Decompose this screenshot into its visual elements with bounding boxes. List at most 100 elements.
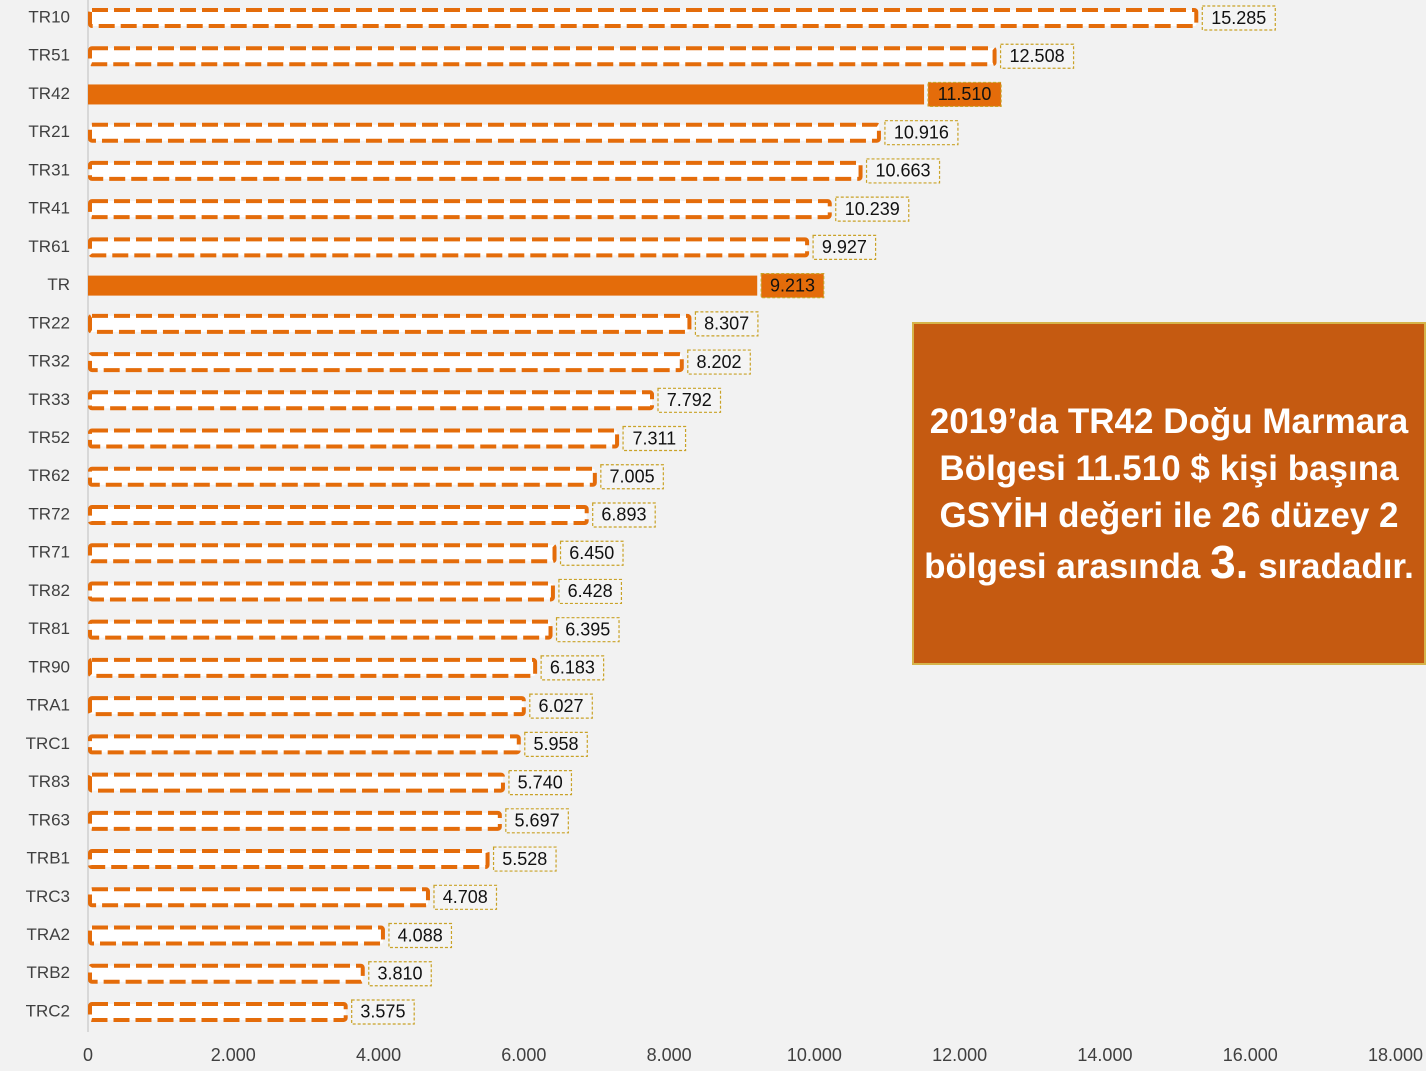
x-tick-label: 6.000 [501,1045,546,1065]
y-tick-label: TR41 [28,199,70,218]
annotation-text: 2019’da TR42 Doğu Marmara Bölgesi 11.510… [922,398,1416,590]
data-label: 6.893 [601,505,646,525]
bar [88,8,1199,28]
bar [88,352,684,373]
bar [88,810,502,831]
data-label: 6.027 [539,696,584,716]
data-label: 11.510 [938,84,992,104]
data-label-box [600,464,664,490]
data-label-box [433,884,498,910]
x-tick-label: 16.000 [1223,1045,1278,1065]
data-label: 7.005 [610,467,655,487]
data-label: 6.395 [565,619,610,639]
data-label-box [592,502,656,528]
data-label-box [884,120,959,146]
y-tick-label: TR62 [28,466,70,485]
y-tick-label: TR [47,275,70,294]
data-label-box [865,158,941,184]
data-label-box [657,387,722,413]
data-label: 7.792 [667,390,712,410]
data-label-box [812,234,877,260]
y-tick-label: TR81 [28,619,70,638]
bar [88,849,490,870]
x-tick-label: 0 [83,1045,93,1065]
data-label-box [927,81,1002,108]
data-label: 4.708 [443,887,488,907]
bar [88,963,365,984]
y-tick-label: TR83 [28,772,70,791]
bar [88,504,589,525]
data-label: 6.450 [569,543,614,563]
data-label: 10.916 [894,122,949,142]
y-tick-label: TR21 [28,122,70,141]
data-label-box [559,540,624,566]
data-label-box [687,349,751,375]
data-label: 6.183 [550,658,595,678]
bar [88,313,692,334]
y-tick-label: TR42 [28,84,70,103]
x-tick-label: 10.000 [787,1045,842,1065]
data-label: 8.307 [704,314,749,334]
bar [88,887,430,908]
data-label: 12.508 [1010,46,1065,66]
bar [88,199,832,220]
data-label-box [999,43,1075,69]
y-tick-label: TRB1 [27,849,70,868]
x-tick-label: 4.000 [356,1045,401,1065]
annotation-text: 2019’da TR42 Doğu Marmara Bölgesi 11.510… [924,401,1409,586]
y-tick-label: TR90 [28,657,70,676]
y-tick-label: TR61 [28,237,70,256]
data-label-box [388,922,453,949]
data-label: 3.810 [377,964,422,984]
bar [88,46,997,67]
data-label-box [505,808,569,834]
y-tick-label: TRB2 [27,963,70,982]
bar [88,772,505,793]
bar [88,84,925,105]
annotation-emphasis: 3. [1210,535,1249,588]
data-label: 10.663 [876,161,931,181]
data-label-box [351,999,415,1025]
data-label-box [524,731,588,757]
data-label-box [492,846,557,872]
data-label: 5.528 [502,849,547,869]
y-tick-label: TR10 [28,7,70,26]
data-label-box [760,273,825,299]
data-label-box [622,425,687,452]
data-label: 4.088 [398,925,443,945]
y-tick-label: TRA1 [27,696,70,715]
x-tick-label: 18.000 [1368,1045,1423,1065]
y-tick-label: TRC2 [26,1001,70,1020]
data-label: 3.575 [360,1002,405,1022]
y-tick-label: TR32 [28,352,70,371]
data-label: 9.927 [822,237,867,257]
y-tick-label: TRC3 [26,887,70,906]
data-label-box [694,311,759,337]
data-label-box [540,655,605,681]
data-label: 15.285 [1211,8,1266,28]
x-tick-label: 14.000 [1077,1045,1132,1065]
bar [88,237,810,258]
data-label: 5.740 [518,772,563,792]
bar [88,696,526,717]
data-label-box [368,961,432,987]
bar [88,122,881,143]
y-tick-label: TRC1 [26,734,70,753]
data-label-box [558,578,623,605]
data-label-box [555,617,620,643]
bar [88,619,553,640]
y-tick-label: TR22 [28,313,70,332]
x-tick-label: 2.000 [211,1045,256,1065]
data-label: 10.239 [845,199,900,219]
annotation: 2019’da TR42 Doğu Marmara Bölgesi 11.510… [912,322,1426,665]
y-tick-label: TR33 [28,390,70,409]
y-tick-label: TR63 [28,810,70,829]
bar [88,160,863,181]
y-tick-label: TR52 [28,428,70,447]
y-tick-label: TR31 [28,160,70,179]
y-tick-label: TR51 [28,46,70,65]
data-label-box [508,769,573,796]
bar [88,581,555,602]
